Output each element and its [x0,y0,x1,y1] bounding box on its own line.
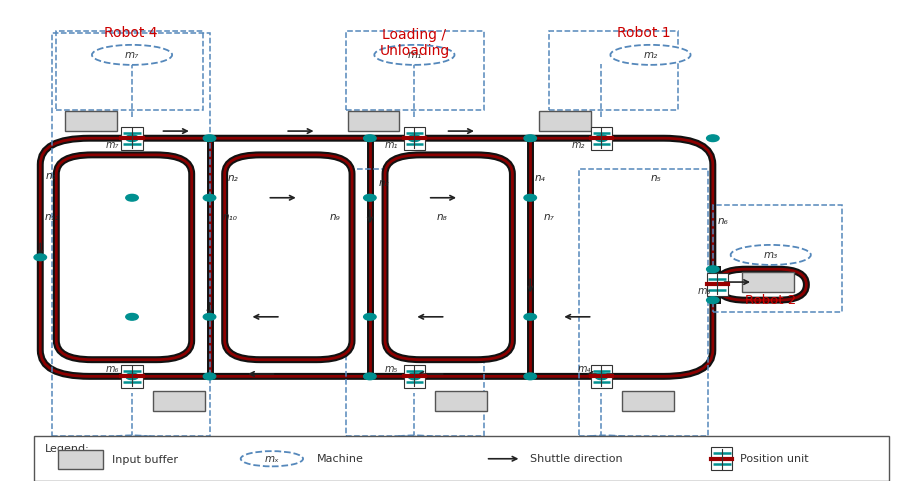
Text: Legend:: Legend: [45,445,89,454]
Circle shape [524,373,536,380]
Text: n₁₁: n₁₁ [45,211,60,222]
Ellipse shape [92,435,172,455]
Bar [622,391,674,411]
Circle shape [204,313,215,320]
Bar [579,169,708,436]
Circle shape [706,266,719,273]
FancyBboxPatch shape [717,269,806,300]
Bar [121,127,143,150]
Bar [743,272,794,292]
Circle shape [364,373,376,380]
Circle shape [706,297,719,303]
Bar [435,391,486,411]
Bar [711,447,733,470]
Circle shape [408,373,421,380]
Ellipse shape [375,45,454,65]
Circle shape [204,194,215,201]
Text: m₁: m₁ [385,140,398,150]
Circle shape [125,373,138,380]
Bar [56,31,204,110]
Circle shape [364,194,376,201]
Text: n₂: n₂ [227,174,238,184]
Text: m₁: m₁ [407,50,422,60]
Text: n₁: n₁ [45,171,56,181]
Bar [347,111,399,131]
Circle shape [524,135,536,141]
Text: m₆: m₆ [125,440,139,451]
Text: Input buffer: Input buffer [112,455,177,465]
Text: m₇: m₇ [105,140,119,150]
Circle shape [204,373,215,380]
Circle shape [408,135,421,141]
Bar [591,127,612,150]
Text: m₂: m₂ [644,50,657,60]
Bar [549,31,678,110]
Text: n₄: n₄ [534,174,545,184]
Bar [591,365,612,388]
Text: m₂: m₂ [572,140,585,150]
Bar [121,365,143,388]
Circle shape [595,373,608,380]
Text: Position unit: Position unit [740,454,808,464]
Text: m₄: m₄ [599,440,613,451]
Text: m₇: m₇ [125,50,139,60]
Circle shape [595,135,608,141]
Text: m₅: m₅ [407,440,422,451]
Circle shape [524,313,536,320]
Text: n₉: n₉ [330,211,341,222]
Bar [345,169,484,436]
Text: n₆: n₆ [717,216,728,226]
Ellipse shape [92,45,172,65]
Text: n₅: n₅ [651,174,661,184]
Text: Manual
recovery: Manual recovery [101,441,159,469]
Text: Loading /
Unloading: Loading / Unloading [379,28,450,58]
Circle shape [34,254,46,260]
Ellipse shape [731,245,811,265]
Circle shape [204,135,215,141]
Bar [345,31,484,110]
Text: m₅: m₅ [385,364,398,374]
Text: Robot 4: Robot 4 [105,26,158,40]
Circle shape [125,313,138,320]
Text: m₃: m₃ [698,286,711,295]
Bar [713,205,842,312]
Circle shape [125,135,138,141]
FancyBboxPatch shape [40,138,713,376]
Bar [154,391,205,411]
Text: n₈: n₈ [436,211,447,222]
Bar [539,111,591,131]
Bar [34,436,889,481]
Circle shape [706,135,719,141]
Text: Shuttle direction: Shuttle direction [530,454,623,464]
Text: m₄: m₄ [577,364,591,374]
Ellipse shape [241,451,303,467]
Text: Robot 2: Robot 2 [745,294,796,307]
FancyBboxPatch shape [385,155,513,360]
Text: Robot 3: Robot 3 [588,449,640,461]
Text: Automated
inspection: Automated inspection [377,441,452,469]
Text: m₃: m₃ [764,250,778,260]
Text: m₆: m₆ [105,364,119,374]
Bar [52,34,210,436]
Text: n₇: n₇ [544,211,554,222]
Text: mₓ: mₓ [265,454,279,464]
FancyBboxPatch shape [56,155,192,360]
Bar [58,450,103,469]
Circle shape [125,194,138,201]
Bar [404,127,425,150]
Circle shape [364,135,376,141]
Bar [65,111,117,131]
Text: n₁₀: n₁₀ [223,211,238,222]
Circle shape [524,194,536,201]
Bar [706,273,728,296]
Ellipse shape [610,45,691,65]
Text: n₃: n₃ [379,178,390,188]
Text: Machine: Machine [316,454,364,464]
Bar [404,365,425,388]
Circle shape [364,313,376,320]
FancyBboxPatch shape [225,155,352,360]
Ellipse shape [565,435,646,455]
Ellipse shape [375,435,454,455]
Text: Robot 1: Robot 1 [616,26,670,40]
